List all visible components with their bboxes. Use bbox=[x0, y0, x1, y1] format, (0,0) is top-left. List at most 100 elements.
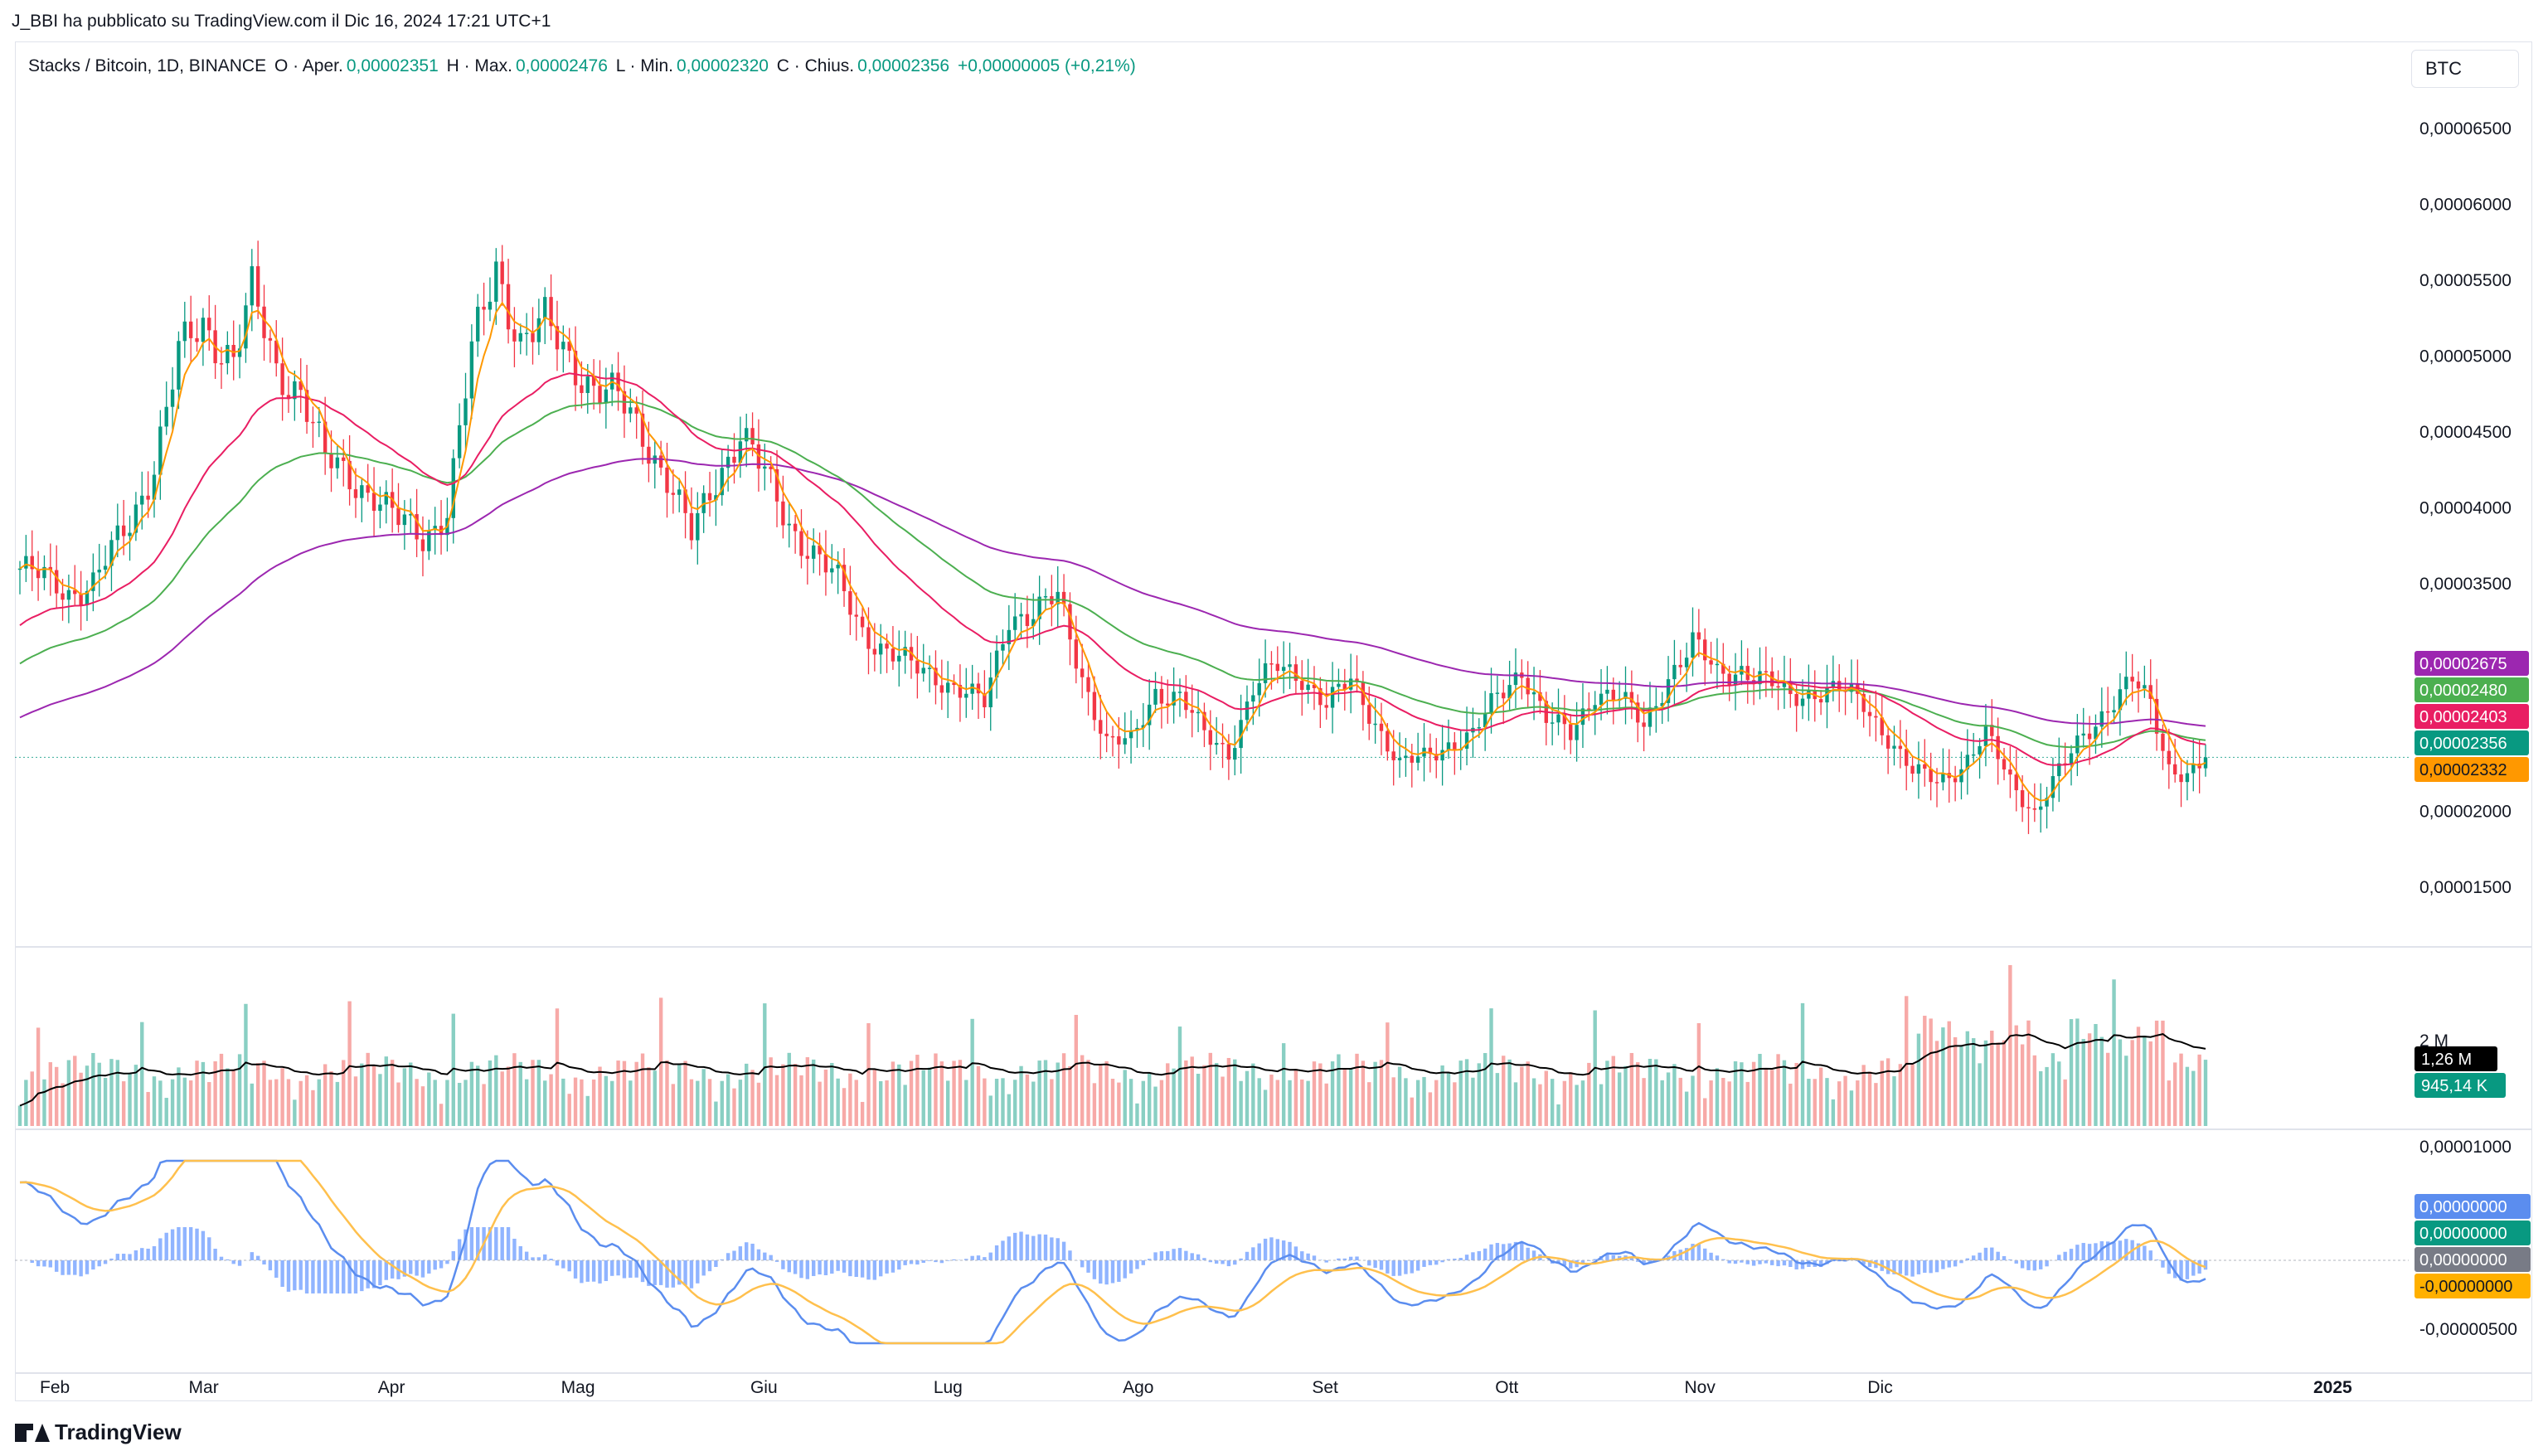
candle-body bbox=[1538, 692, 1542, 701]
candle-body bbox=[311, 421, 315, 424]
candle-body bbox=[1562, 714, 1567, 725]
volume-bar bbox=[1086, 1060, 1090, 1126]
macd-histogram-bar bbox=[1415, 1260, 1420, 1271]
volume-bar bbox=[17, 1105, 22, 1126]
candle-body bbox=[164, 406, 168, 427]
candle-body bbox=[750, 428, 755, 445]
candle-body bbox=[915, 660, 920, 674]
macd-histogram-bar bbox=[476, 1227, 480, 1260]
price-tick-label: 0,00002000 bbox=[2419, 803, 2512, 822]
macd-histogram-bar bbox=[2179, 1260, 2183, 1281]
volume-bar bbox=[1245, 1070, 1250, 1126]
candle-body bbox=[451, 458, 455, 518]
macd-histogram-bar bbox=[66, 1260, 71, 1275]
macd-histogram-bar bbox=[610, 1260, 614, 1276]
volume-bar bbox=[2057, 1061, 2061, 1126]
macd-histogram-bar bbox=[317, 1260, 321, 1293]
candle-body bbox=[2014, 774, 2018, 791]
macd-histogram-bar bbox=[1019, 1231, 1023, 1260]
volume-bar bbox=[1941, 1027, 1945, 1126]
volume-bar bbox=[409, 1062, 413, 1126]
candle-body bbox=[1965, 755, 1970, 769]
candle-body bbox=[1012, 616, 1017, 630]
candle-body bbox=[1251, 695, 1255, 702]
candle-body bbox=[573, 351, 578, 386]
x-axis-label: 2025 bbox=[2313, 1378, 2352, 1397]
candle-body bbox=[677, 489, 682, 495]
volume-bar bbox=[415, 1079, 419, 1126]
candle-body bbox=[885, 643, 889, 649]
macd-histogram-bar bbox=[500, 1227, 504, 1260]
macd-histogram-bar bbox=[1453, 1258, 1457, 1260]
volume-bar bbox=[1623, 1065, 1628, 1126]
macd-histogram-bar bbox=[591, 1260, 596, 1282]
volume-bar bbox=[1770, 1070, 1774, 1126]
volume-bar bbox=[1825, 1078, 1829, 1126]
candle-body bbox=[598, 386, 602, 404]
macd-histogram-bar bbox=[427, 1260, 431, 1274]
volume-bar bbox=[1538, 1084, 1542, 1126]
currency-button[interactable]: BTC bbox=[2411, 50, 2519, 88]
macd-histogram-bar bbox=[555, 1260, 560, 1266]
candle-body bbox=[964, 693, 968, 698]
candle-body bbox=[1348, 678, 1353, 690]
candle-body bbox=[812, 545, 816, 559]
ema-red-line bbox=[19, 372, 2206, 766]
macd-histogram-bar bbox=[2045, 1260, 2049, 1267]
candle-body bbox=[1214, 742, 1219, 745]
macd-histogram-bar bbox=[787, 1260, 791, 1273]
symbol-name[interactable]: Stacks / Bitcoin, 1D, BINANCE bbox=[28, 56, 267, 75]
macd-histogram-bar bbox=[1905, 1260, 1909, 1276]
macd-histogram-bar bbox=[390, 1260, 395, 1279]
volume-bar bbox=[2105, 1052, 2110, 1126]
candle-body bbox=[323, 421, 328, 454]
price-tick-label: 0,00005500 bbox=[2419, 271, 2512, 290]
macd-histogram-bar bbox=[73, 1260, 77, 1275]
macd-histogram-bar bbox=[2020, 1260, 2025, 1269]
macd-histogram-bar bbox=[457, 1239, 462, 1260]
candle-body bbox=[604, 389, 609, 404]
macd-histogram-bar bbox=[1410, 1260, 1414, 1274]
volume-bar bbox=[879, 1080, 883, 1126]
candle-body bbox=[1172, 692, 1176, 706]
candle-body bbox=[2124, 677, 2128, 690]
candle-body bbox=[1923, 764, 1927, 769]
volume-bar bbox=[390, 1060, 395, 1126]
candle-body bbox=[1293, 664, 1298, 682]
volume-bar bbox=[177, 1067, 181, 1126]
volume-bar bbox=[1874, 1083, 1878, 1126]
volume-bar bbox=[2154, 1020, 2159, 1126]
volume-bar bbox=[1001, 1078, 1005, 1126]
candle-body bbox=[1318, 687, 1323, 706]
volume-bar bbox=[61, 1083, 65, 1126]
volume-bar bbox=[823, 1070, 828, 1126]
macd-histogram-bar bbox=[2087, 1244, 2092, 1260]
candle-body bbox=[555, 326, 560, 350]
candle-body bbox=[934, 667, 938, 686]
macd-histogram-bar bbox=[696, 1260, 700, 1284]
macd-histogram-bar bbox=[1531, 1250, 1536, 1260]
volume-bar bbox=[317, 1079, 321, 1126]
price-tick-label: 0,00001500 bbox=[2419, 878, 2512, 897]
candle-body bbox=[347, 460, 352, 490]
macd-value-label: -0,00000000 bbox=[2419, 1278, 2512, 1296]
volume-bar bbox=[1477, 1063, 1481, 1126]
candle-body bbox=[1361, 682, 1366, 706]
volume-bar bbox=[188, 1080, 193, 1126]
candle-body bbox=[2094, 726, 2098, 740]
macd-histogram-bar bbox=[304, 1260, 309, 1293]
candle-body bbox=[195, 337, 199, 342]
volume-bar bbox=[945, 1080, 950, 1126]
candle-body bbox=[756, 444, 761, 469]
macd-histogram-bar bbox=[103, 1260, 108, 1264]
candle-body bbox=[524, 332, 529, 334]
volume-bar bbox=[1074, 1015, 1079, 1126]
volume-bar bbox=[970, 1018, 974, 1126]
macd-histogram-bar bbox=[1629, 1257, 1634, 1260]
candle-body bbox=[763, 466, 767, 469]
candle-body bbox=[506, 284, 511, 330]
volume-bar bbox=[2148, 1041, 2152, 1126]
candle-body bbox=[1794, 693, 1798, 706]
candle-body bbox=[799, 531, 803, 556]
